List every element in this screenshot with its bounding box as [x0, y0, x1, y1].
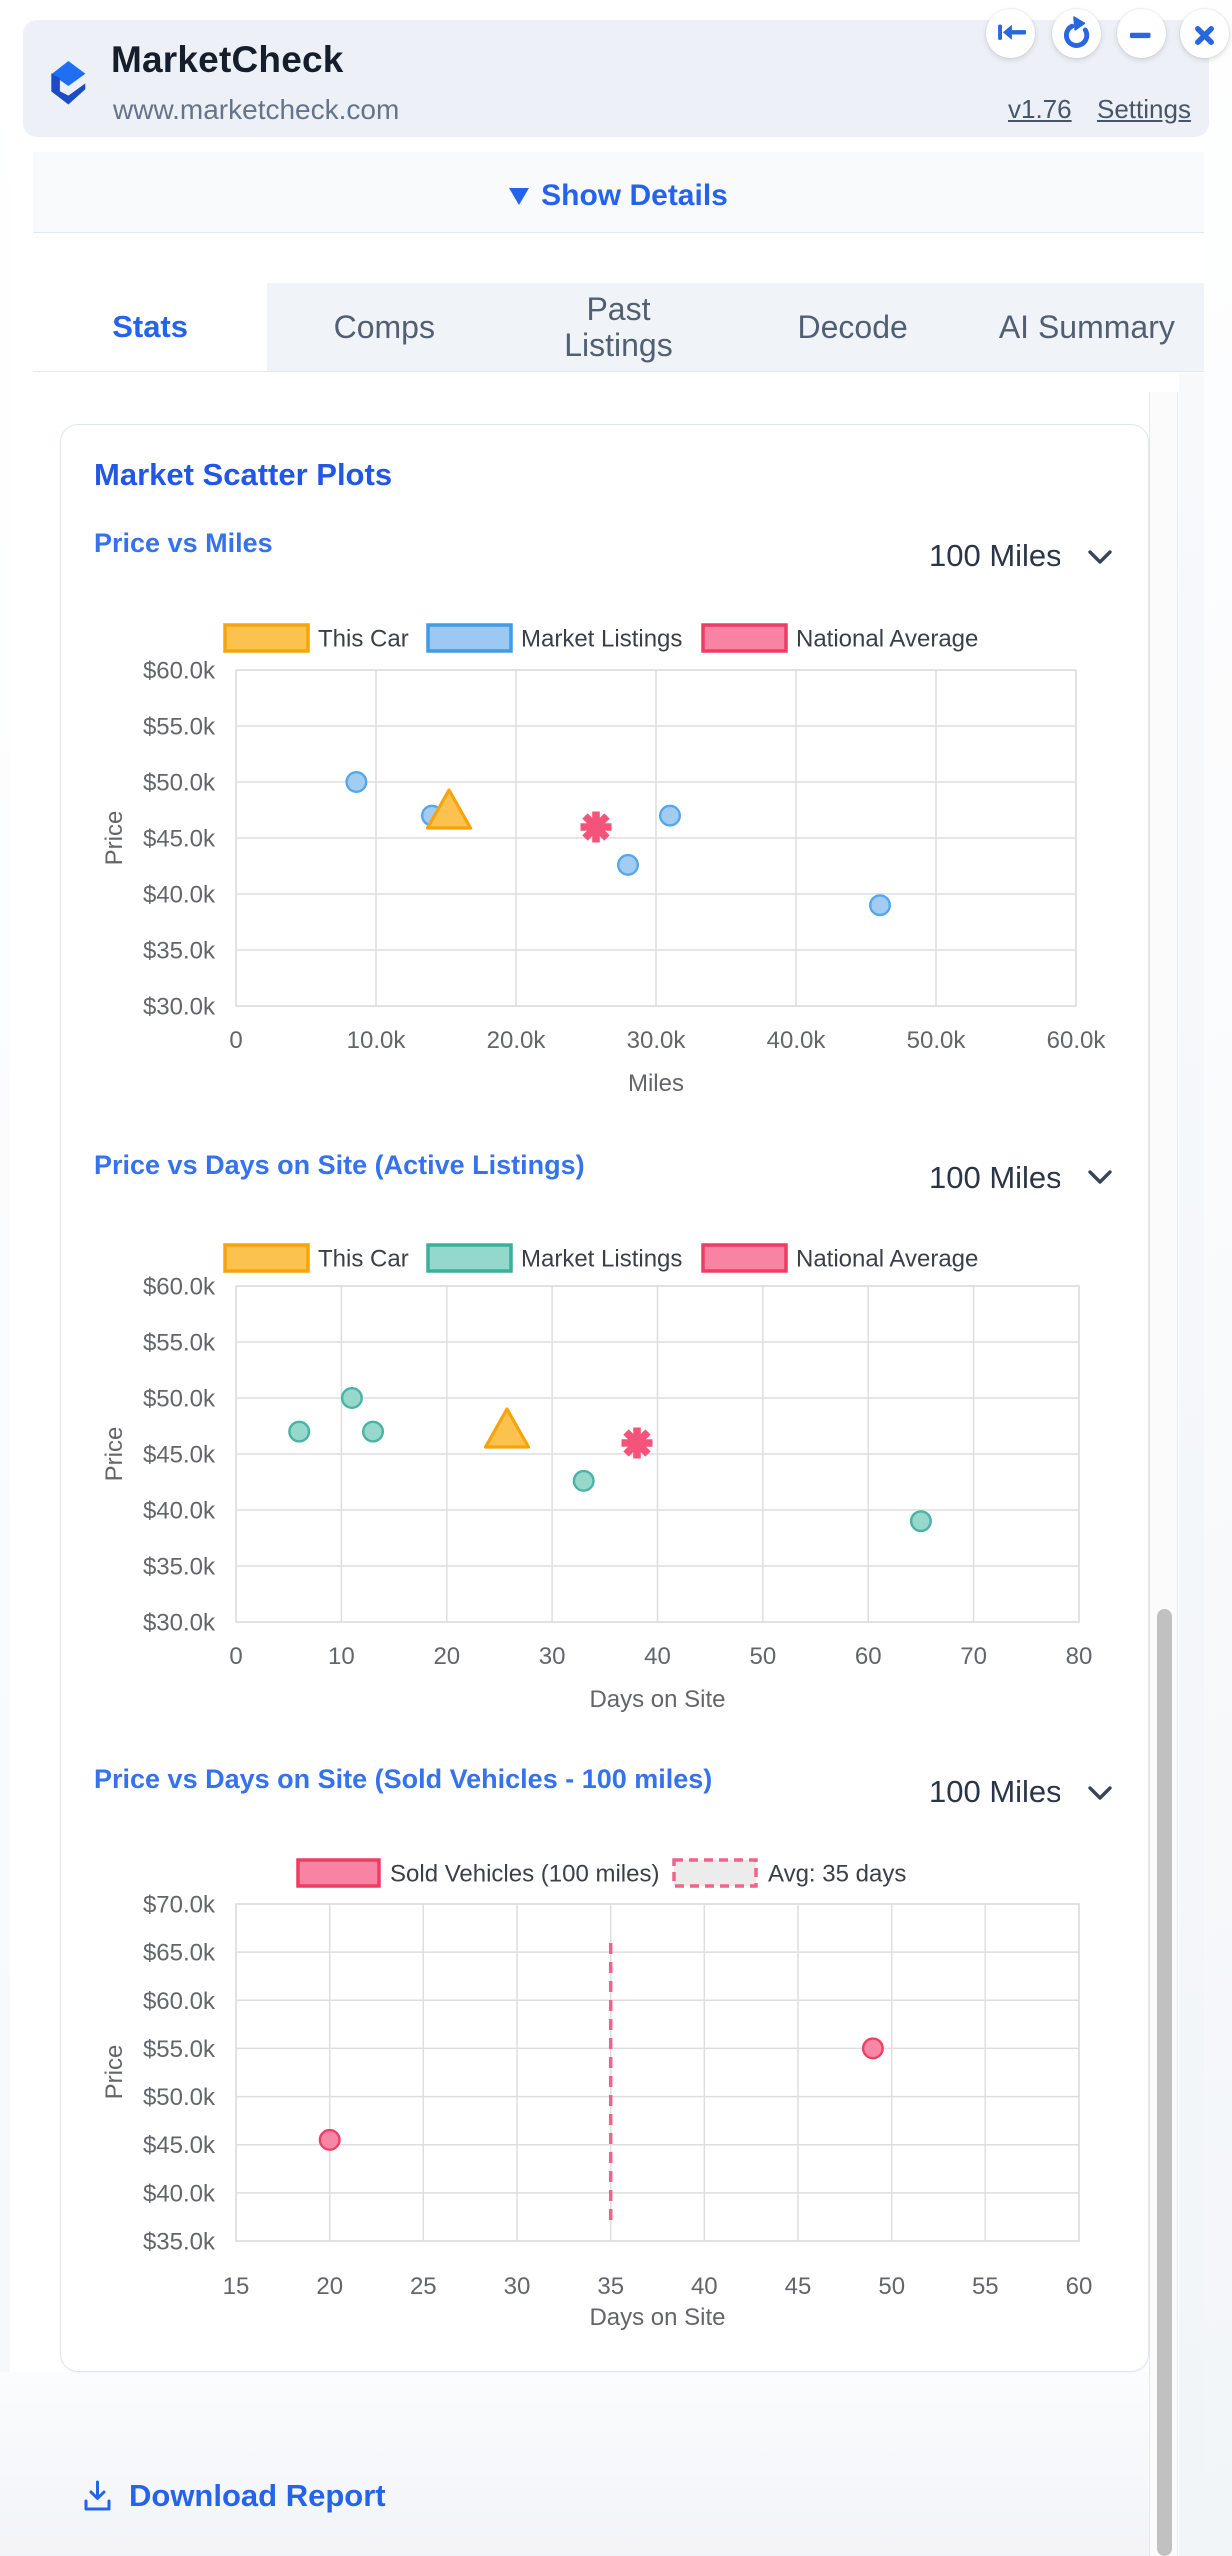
svg-text:National Average: National Average	[796, 626, 978, 653]
svg-text:$35.0k: $35.0k	[143, 2229, 216, 2256]
svg-text:50: 50	[750, 1643, 777, 1670]
svg-text:0: 0	[229, 1027, 242, 1054]
svg-text:Price: Price	[101, 1427, 128, 1482]
svg-text:$50.0k: $50.0k	[143, 770, 216, 797]
svg-text:Price: Price	[101, 2045, 128, 2100]
svg-text:60: 60	[1066, 2273, 1093, 2300]
svg-text:30: 30	[539, 1643, 566, 1670]
svg-text:40: 40	[691, 2273, 718, 2300]
svg-text:$45.0k: $45.0k	[143, 826, 216, 853]
svg-text:30: 30	[504, 2273, 531, 2300]
svg-text:Miles: Miles	[628, 1070, 684, 1097]
svg-text:$60.0k: $60.0k	[143, 658, 216, 685]
svg-text:$30.0k: $30.0k	[143, 1610, 216, 1637]
svg-text:20: 20	[433, 1643, 460, 1670]
svg-text:15: 15	[223, 2273, 250, 2300]
svg-text:10: 10	[328, 1643, 355, 1670]
svg-text:20: 20	[316, 2273, 343, 2300]
svg-text:0: 0	[229, 1643, 242, 1670]
svg-text:$45.0k: $45.0k	[143, 1442, 216, 1469]
svg-text:This Car: This Car	[318, 626, 409, 653]
svg-text:$40.0k: $40.0k	[143, 882, 216, 909]
svg-text:$60.0k: $60.0k	[143, 1988, 216, 2015]
svg-text:Sold Vehicles (100 miles): Sold Vehicles (100 miles)	[390, 1861, 659, 1888]
svg-text:80: 80	[1066, 1643, 1093, 1670]
svg-text:25: 25	[410, 2273, 437, 2300]
svg-text:60.0k: 60.0k	[1047, 1027, 1107, 1054]
svg-text:$55.0k: $55.0k	[143, 1330, 216, 1357]
svg-text:$40.0k: $40.0k	[143, 2180, 216, 2207]
svg-text:$35.0k: $35.0k	[143, 938, 216, 965]
svg-text:$70.0k: $70.0k	[143, 1892, 216, 1919]
svg-text:45: 45	[785, 2273, 812, 2300]
svg-text:$65.0k: $65.0k	[143, 1940, 216, 1967]
svg-text:$55.0k: $55.0k	[143, 714, 216, 741]
svg-text:Price: Price	[101, 811, 128, 866]
svg-text:Market Listings: Market Listings	[521, 1246, 682, 1273]
svg-text:50.0k: 50.0k	[907, 1027, 967, 1054]
svg-text:$35.0k: $35.0k	[143, 1554, 216, 1581]
svg-text:Days on Site: Days on Site	[589, 1686, 725, 1713]
svg-text:50: 50	[878, 2273, 905, 2300]
svg-text:Days on Site: Days on Site	[589, 2304, 725, 2331]
svg-text:20.0k: 20.0k	[487, 1027, 547, 1054]
svg-text:$50.0k: $50.0k	[143, 2084, 216, 2111]
svg-text:$45.0k: $45.0k	[143, 2132, 216, 2159]
svg-text:60: 60	[855, 1643, 882, 1670]
svg-text:70: 70	[960, 1643, 987, 1670]
svg-text:40: 40	[644, 1643, 671, 1670]
svg-text:This Car: This Car	[318, 1246, 409, 1273]
svg-text:$50.0k: $50.0k	[143, 1386, 216, 1413]
svg-text:10.0k: 10.0k	[347, 1027, 407, 1054]
svg-text:Market Listings: Market Listings	[521, 626, 682, 653]
svg-text:30.0k: 30.0k	[627, 1027, 687, 1054]
svg-text:$30.0k: $30.0k	[143, 994, 216, 1021]
svg-text:$55.0k: $55.0k	[143, 2036, 216, 2063]
svg-text:National Average: National Average	[796, 1246, 978, 1273]
svg-text:$40.0k: $40.0k	[143, 1498, 216, 1525]
svg-text:35: 35	[597, 2273, 624, 2300]
svg-text:$60.0k: $60.0k	[143, 1274, 216, 1301]
svg-text:Avg: 35 days: Avg: 35 days	[768, 1861, 906, 1888]
svg-text:40.0k: 40.0k	[767, 1027, 827, 1054]
svg-text:55: 55	[972, 2273, 999, 2300]
